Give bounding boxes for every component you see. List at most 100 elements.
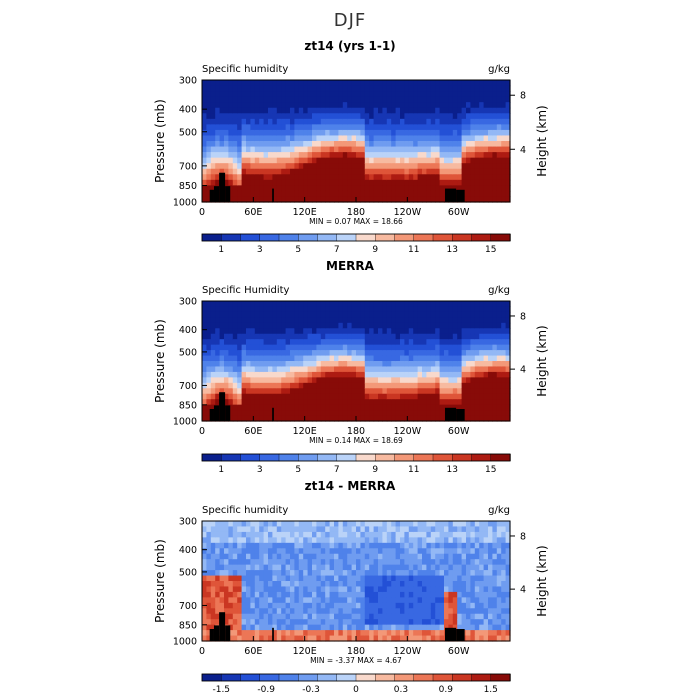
field-cell (492, 157, 498, 164)
field-cell (206, 91, 212, 98)
field-cell (439, 328, 445, 335)
field-cell (250, 85, 256, 92)
field-cell (483, 355, 489, 362)
field-cell (351, 163, 357, 170)
colorbar-cell (201, 453, 222, 462)
field-cell (272, 537, 278, 544)
field-cell (298, 382, 304, 389)
field-cell (272, 630, 278, 637)
field-cell (457, 526, 463, 533)
field-cell (347, 311, 353, 318)
field-cell (439, 597, 445, 604)
field-cell (474, 404, 480, 411)
field-cell (483, 361, 489, 368)
field-cell (422, 306, 427, 313)
field-cell (466, 624, 471, 631)
field-cell (320, 196, 326, 203)
field-cell (334, 301, 339, 308)
field-cell (505, 113, 511, 120)
field-cell (246, 174, 251, 181)
field-cell (329, 537, 335, 544)
field-cell (342, 306, 348, 313)
field-cell (338, 355, 344, 362)
field-cell (281, 635, 287, 642)
field-cell (325, 85, 331, 92)
field-cell (461, 185, 467, 192)
field-cell (325, 333, 331, 340)
field-cell (413, 152, 419, 159)
field-cell (285, 113, 291, 120)
field-cell (373, 526, 379, 533)
field-cell (426, 361, 432, 368)
field-cell (232, 559, 238, 566)
field-cell (395, 377, 401, 384)
field-cell (228, 570, 234, 577)
field-cell (334, 317, 339, 324)
field-cell (281, 619, 287, 626)
colorbar-cell (201, 233, 222, 242)
field-cell (496, 311, 502, 318)
field-cell (501, 339, 507, 346)
field-cell (404, 377, 410, 384)
field-cell (492, 361, 498, 368)
field-cell (316, 553, 322, 560)
field-cell (246, 102, 251, 109)
field-cell (488, 548, 493, 555)
field-cell (496, 163, 502, 170)
field-cell (364, 526, 370, 533)
field-cell (338, 619, 344, 626)
field-cell (413, 388, 419, 395)
field-cell (298, 613, 304, 620)
field-cell (325, 91, 331, 98)
field-cell (246, 399, 251, 406)
field-cell (470, 371, 476, 378)
field-cell (219, 317, 225, 324)
field-cell (386, 185, 392, 192)
field-cell (479, 168, 485, 175)
field-cell (320, 393, 326, 400)
field-cell (496, 91, 502, 98)
field-cell (312, 564, 317, 571)
field-cell (290, 157, 295, 164)
field-cell (232, 548, 238, 555)
field-cell (474, 410, 480, 417)
field-cell (430, 185, 436, 192)
field-cell (268, 146, 273, 153)
field-cell (281, 366, 287, 373)
field-cell (461, 597, 467, 604)
field-cell (448, 553, 454, 560)
field-cell (400, 608, 405, 615)
field-cell (444, 361, 449, 368)
field-cell (303, 377, 309, 384)
field-cell (483, 613, 489, 620)
field-cell (254, 344, 260, 351)
field-cell (356, 157, 361, 164)
field-cell (316, 185, 322, 192)
field-cell (400, 570, 405, 577)
field-cell (422, 135, 427, 142)
field-cell (316, 96, 322, 103)
field-cell (496, 355, 502, 362)
y-axis-label: Pressure (mb) (153, 319, 167, 403)
field-cell (466, 559, 471, 566)
field-cell (483, 559, 489, 566)
field-cell (501, 196, 507, 203)
field-cell (202, 410, 207, 417)
field-cell (444, 619, 449, 626)
field-cell (400, 301, 405, 308)
field-cell (470, 399, 476, 406)
field-cell (461, 96, 467, 103)
field-cell (492, 344, 498, 351)
field-cell (250, 163, 256, 170)
field-cell (483, 570, 489, 577)
field-cell (391, 118, 397, 125)
field-cell (474, 559, 480, 566)
field-cell (263, 350, 269, 357)
field-cell (373, 355, 379, 362)
field-cell (303, 168, 309, 175)
field-cell (294, 371, 300, 378)
field-cell (483, 322, 489, 329)
field-cell (382, 537, 388, 544)
field-cell (391, 91, 397, 98)
field-cell (356, 635, 361, 642)
